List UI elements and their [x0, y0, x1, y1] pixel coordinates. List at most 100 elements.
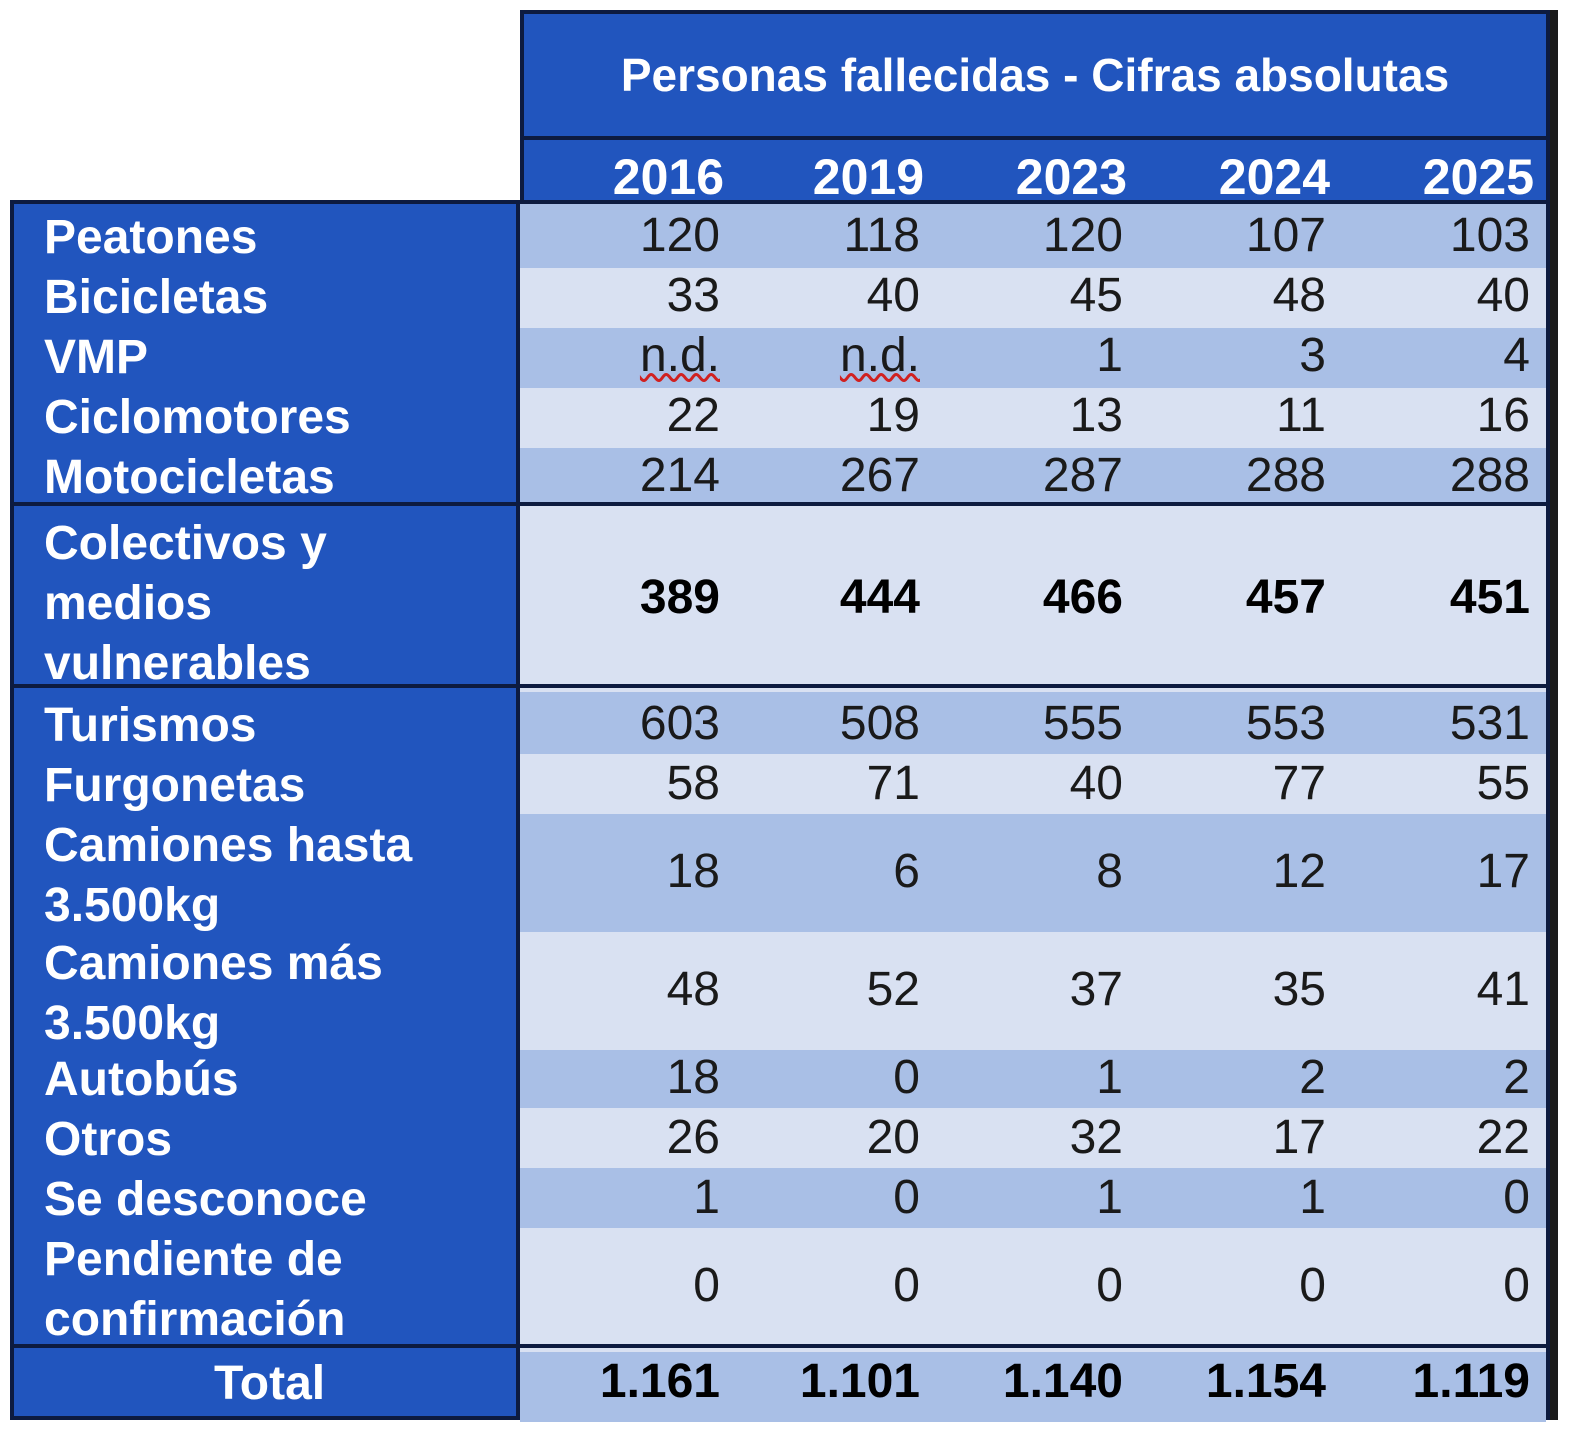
- table-cell: 0: [1503, 1171, 1530, 1224]
- table-cell: 17: [1476, 845, 1530, 898]
- table-cell: 35: [1272, 963, 1326, 1016]
- table-cell: n.d.: [639, 329, 720, 382]
- column-header-2024: 2024: [1218, 149, 1330, 205]
- table-cell: 18: [666, 1051, 720, 1104]
- row-label-turismos: Turismos: [44, 699, 257, 752]
- table-title: Personas fallecidas - Cifras absolutas: [520, 10, 1550, 140]
- table-cell: 214: [639, 449, 720, 502]
- row-label-autobus: Autobús: [44, 1053, 239, 1106]
- table-cell: 508: [839, 697, 920, 750]
- table-cell: 0: [893, 1259, 920, 1312]
- table-cell: 0: [693, 1259, 720, 1312]
- table-cell: 55: [1476, 757, 1530, 810]
- table-cell: 0: [893, 1171, 920, 1224]
- table-cell: 33: [666, 269, 720, 322]
- table-cell: 1.101: [799, 1355, 920, 1408]
- row-label-camiones-mas: Camiones más 3.500kg: [44, 937, 383, 1050]
- table-row: [520, 754, 1546, 814]
- table-cell: 555: [1042, 697, 1123, 750]
- table-cell: 22: [666, 389, 720, 442]
- table-row: [520, 448, 1546, 504]
- table-cell: 553: [1245, 697, 1326, 750]
- table-cell: 1.140: [1002, 1355, 1123, 1408]
- table-cell: 6: [893, 845, 920, 898]
- table-row: [520, 204, 1546, 268]
- year-header-row: 2016 2019 2023 2024 2025: [520, 140, 1550, 205]
- table-cell: 77: [1272, 757, 1326, 810]
- table-cell: 71: [866, 757, 920, 810]
- row-label-otros: Otros: [44, 1113, 173, 1166]
- table-cell: 19: [866, 389, 920, 442]
- table-cell: 48: [1272, 269, 1326, 322]
- row-label-total: Total: [214, 1357, 326, 1410]
- table-cell: 17: [1272, 1111, 1326, 1164]
- table-cell: 32: [1069, 1111, 1123, 1164]
- table-cell: 52: [866, 963, 920, 1016]
- row-label-bicicletas: Bicicletas: [44, 271, 269, 324]
- table-cell: 1: [1096, 1051, 1123, 1104]
- section-divider: [10, 1344, 1550, 1348]
- table-cell: 11: [1276, 389, 1326, 442]
- table-cell: 40: [1069, 757, 1123, 810]
- table-row: [520, 932, 1546, 1050]
- row-label-vmp: VMP: [44, 331, 149, 384]
- table-cell: 457: [1245, 571, 1326, 624]
- table-cell: 58: [666, 757, 720, 810]
- table-cell: 466: [1042, 571, 1123, 624]
- section-divider: [10, 684, 1550, 688]
- table-cell: 451: [1449, 571, 1530, 624]
- table-cell: 0: [1096, 1259, 1123, 1312]
- table-row: [520, 1352, 1546, 1422]
- table-row: [520, 1050, 1546, 1108]
- row-label-motocicletas: Motocicletas: [44, 451, 335, 504]
- table-row: [520, 814, 1546, 932]
- table-cell: 107: [1245, 209, 1326, 262]
- table-cell: 37: [1069, 963, 1123, 1016]
- table-cell: 18: [666, 845, 720, 898]
- column-header-2019: 2019: [812, 149, 924, 205]
- table-cell: 287: [1042, 449, 1123, 502]
- table-cell: 603: [639, 697, 720, 750]
- table-cell: 22: [1476, 1111, 1530, 1164]
- table-cell: 40: [1476, 269, 1530, 322]
- table-cell: 0: [1299, 1259, 1326, 1312]
- row-labels-column: Peatones Bicicletas VMP Ciclomotores Mot…: [10, 200, 520, 1420]
- table-cell: 2: [1299, 1051, 1326, 1104]
- table-cell: 118: [843, 209, 920, 262]
- table-cell: 103: [1449, 209, 1530, 262]
- section-divider: [10, 502, 1550, 506]
- table-row: [520, 328, 1546, 388]
- row-label-peatones: Peatones: [44, 211, 258, 264]
- table-cell: 13: [1069, 389, 1123, 442]
- table-cell: 531: [1449, 697, 1530, 750]
- table-cell: 48: [666, 963, 720, 1016]
- table-cell: 1: [1096, 329, 1123, 382]
- table-cell: 1: [1299, 1171, 1326, 1224]
- table-row: [520, 268, 1546, 328]
- table-row: [520, 1228, 1546, 1348]
- table-cell: 267: [839, 449, 920, 502]
- table-row: [520, 388, 1546, 448]
- table-cell: 389: [639, 571, 720, 624]
- table-cell: 0: [893, 1051, 920, 1104]
- column-header-2016: 2016: [612, 149, 724, 205]
- table-cell: 288: [1245, 449, 1326, 502]
- row-label-pendiente: Pendiente de confirmación: [44, 1233, 346, 1346]
- table-cell: 2: [1503, 1051, 1530, 1104]
- data-area: 120 118 120 107 103 33 40 45 48 40 n.d. n.d. 1 3 4 22 19…: [520, 200, 1550, 1422]
- table-row: [520, 1168, 1546, 1228]
- table-cell: 16: [1476, 389, 1530, 442]
- table-cell: 1.154: [1205, 1355, 1326, 1408]
- table-row: [520, 692, 1546, 754]
- table-cell: 40: [866, 269, 920, 322]
- table-cell: 45: [1069, 269, 1123, 322]
- table-cell: 1: [1096, 1171, 1123, 1224]
- table-cell: 41: [1476, 963, 1530, 1016]
- table-cell: n.d.: [839, 329, 920, 382]
- table-shadow: [1550, 10, 1558, 1420]
- table-cell: 8: [1096, 845, 1123, 898]
- row-label-furgonetas: Furgonetas: [44, 759, 306, 812]
- table-cell: 3: [1299, 329, 1326, 382]
- table-cell: 288: [1449, 449, 1530, 502]
- column-header-2023: 2023: [1015, 149, 1127, 205]
